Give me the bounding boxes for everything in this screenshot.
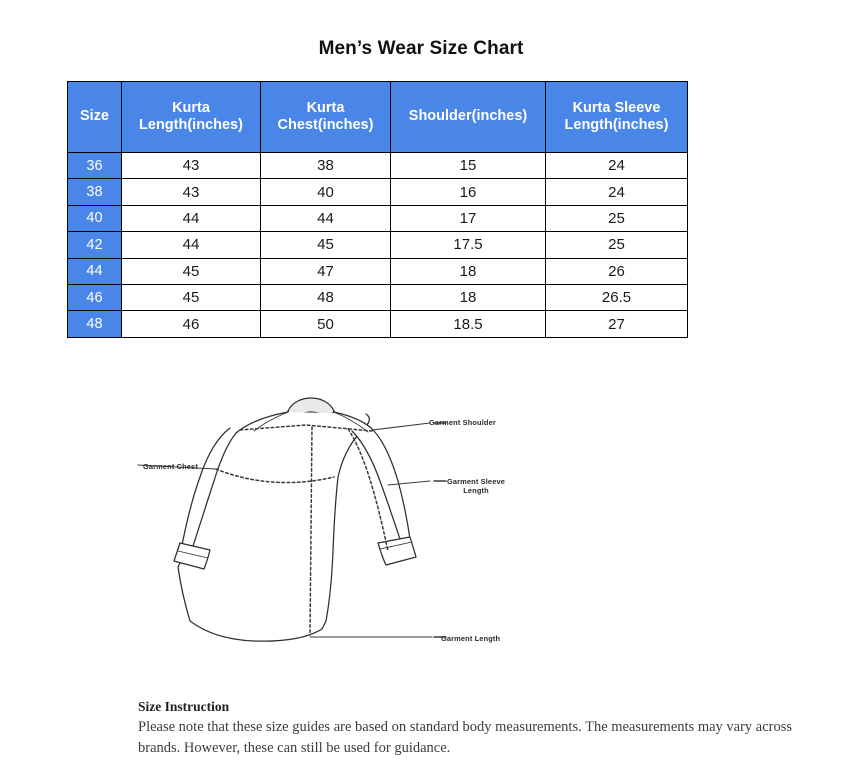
table-cell-kurta-length: 45 xyxy=(121,283,261,312)
column-header-kurta-chest-line1: Kurta xyxy=(306,99,345,116)
column-header-sleeve-line2: Length(inches) xyxy=(564,117,669,133)
table-cell-kurta-length: 44 xyxy=(121,231,261,259)
table-cell-kurta-length: 46 xyxy=(121,310,261,338)
table-cell-shoulder: 18.5 xyxy=(390,310,546,338)
table-cell-kurta-chest: 50 xyxy=(260,310,391,338)
column-header-kurta-length-line2: Length(inches) xyxy=(139,117,243,133)
table-cell-shoulder: 16 xyxy=(390,178,546,206)
table-cell-kurta-chest: 47 xyxy=(260,257,391,285)
cuff-right xyxy=(377,536,417,566)
table-cell-size: 40 xyxy=(67,204,122,233)
table-cell-shoulder: 15 xyxy=(390,151,546,180)
cuff-left xyxy=(173,542,211,570)
table-header: Size Kurta Length(inches) Kurta Chest(in… xyxy=(67,81,688,153)
table-body: 36 43 38 15 24 38 43 40 16 24 40 44 44 17 25 42 44 45 17.5… xyxy=(67,151,688,338)
table-row: 36 43 38 15 24 xyxy=(67,151,688,180)
table-cell-sleeve-length: 27 xyxy=(545,310,688,338)
table-cell-size: 48 xyxy=(67,310,122,338)
kurta-body-outline xyxy=(177,411,370,642)
diagram-label-sleeve-line2: Length xyxy=(463,486,489,496)
size-chart-table: Size Kurta Length(inches) Kurta Chest(in… xyxy=(67,81,688,338)
table-cell-size: 46 xyxy=(67,283,122,312)
table-cell-size: 42 xyxy=(67,231,122,259)
leader-line-sleeve xyxy=(387,480,431,486)
table-row: 48 46 50 18.5 27 xyxy=(67,310,688,338)
column-header-kurta-chest-line2: Chest(inches) xyxy=(277,117,374,133)
table-cell-shoulder: 17 xyxy=(390,204,546,233)
table-cell-shoulder: 18 xyxy=(390,283,546,312)
table-cell-kurta-length: 45 xyxy=(121,257,261,285)
cuff-left-line xyxy=(177,550,209,559)
table-cell-shoulder: 18 xyxy=(390,257,546,285)
column-header-size-label: Size xyxy=(79,108,109,125)
leader-line-chest xyxy=(137,464,217,470)
table-row: 42 44 45 17.5 25 xyxy=(67,231,688,259)
diagram-label-garment-chest: Garment Chest xyxy=(143,462,198,471)
table-row: 46 45 48 18 26.5 xyxy=(67,283,688,312)
table-cell-size: 44 xyxy=(67,257,122,285)
size-instruction-heading: Size Instruction xyxy=(138,699,230,714)
measure-shoulder-dotted xyxy=(239,424,373,432)
diagram-label-garment-shoulder: Garment Shoulder xyxy=(429,418,496,427)
table-cell-size: 36 xyxy=(67,151,122,180)
table-cell-kurta-length: 43 xyxy=(121,178,261,206)
diagram-label-sleeve-line1: Garment Sleeve xyxy=(447,477,505,486)
column-header-kurta-length-line1: Kurta xyxy=(172,99,210,116)
table-cell-shoulder: 17.5 xyxy=(390,231,546,259)
measure-chest-dotted xyxy=(215,468,335,484)
table-cell-sleeve-length: 26.5 xyxy=(545,283,688,312)
table-header-row: Size Kurta Length(inches) Kurta Chest(in… xyxy=(67,81,688,153)
column-header-shoulder: Shoulder(inches) xyxy=(390,81,546,153)
table-cell-sleeve-length: 26 xyxy=(545,257,688,285)
table-row: 44 45 47 18 26 xyxy=(67,257,688,285)
table-cell-kurta-length: 44 xyxy=(121,204,261,233)
column-header-size: Size xyxy=(67,81,122,153)
table-row: 40 44 44 17 25 xyxy=(67,204,688,233)
table-row: 38 43 40 16 24 xyxy=(67,178,688,206)
table-cell-kurta-chest: 44 xyxy=(260,204,391,233)
kurta-illustration-svg xyxy=(137,397,447,642)
table-cell-sleeve-length: 24 xyxy=(545,178,688,206)
table-cell-kurta-chest: 38 xyxy=(260,151,391,180)
size-instruction-body: Please note that these size guides are b… xyxy=(138,719,793,756)
column-header-kurta-sleeve-length: Kurta Sleeve Length(inches) xyxy=(545,81,688,153)
column-header-kurta-length: Kurta Length(inches) xyxy=(121,81,261,153)
column-header-sleeve-line1: Kurta Sleeve xyxy=(572,99,661,116)
size-chart-table-container: Size Kurta Length(inches) Kurta Chest(in… xyxy=(67,81,688,338)
leader-line-shoulder xyxy=(371,422,431,431)
page-title: Men’s Wear Size Chart xyxy=(318,38,524,59)
diagram-label-garment-length: Garment Length xyxy=(441,634,501,643)
cuff-right-line xyxy=(379,541,413,550)
measure-length-dotted xyxy=(309,426,313,636)
table-cell-sleeve-length: 25 xyxy=(545,231,688,259)
kurta-diagram xyxy=(120,385,550,670)
table-cell-size: 38 xyxy=(67,178,122,206)
table-cell-sleeve-length: 24 xyxy=(545,151,688,180)
table-cell-kurta-chest: 48 xyxy=(260,283,391,312)
table-cell-sleeve-length: 25 xyxy=(545,204,688,233)
table-cell-kurta-chest: 40 xyxy=(260,178,391,206)
diagram-label-garment-sleeve-length: Garment Sleeve Length xyxy=(445,477,507,496)
table-cell-kurta-chest: 45 xyxy=(260,231,391,259)
measure-sleeve-dotted xyxy=(347,428,389,552)
column-header-shoulder-label: Shoulder(inches) xyxy=(408,108,528,125)
table-cell-kurta-length: 43 xyxy=(121,151,261,180)
size-instruction-section: Size Instruction Please note that these … xyxy=(138,699,798,758)
column-header-kurta-chest: Kurta Chest(inches) xyxy=(260,81,391,153)
